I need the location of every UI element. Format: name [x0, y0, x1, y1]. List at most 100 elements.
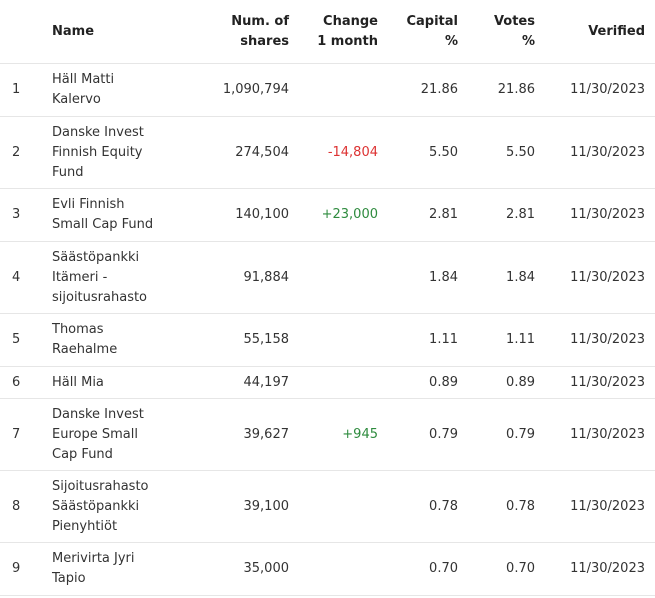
change-cell [289, 63, 378, 117]
rank-cell: 9 [0, 542, 52, 596]
votes-header-line1: Votes [493, 13, 535, 29]
change-cell: +945 [289, 398, 378, 471]
table-header: Name Num. of shares Change 1 month Capit… [0, 0, 655, 64]
table-row: 2 Danske Invest Finnish Equity Fund 274,504-… [0, 116, 655, 189]
change-cell [289, 470, 378, 543]
rank-cell: 2 [0, 116, 52, 189]
capital-cell: 0.78 [378, 470, 458, 543]
votes-cell: 0.89 [458, 366, 535, 399]
name-line: Evli Finnish [52, 197, 125, 212]
change-cell [289, 313, 378, 367]
name-line: Häll Matti [52, 72, 115, 87]
verified-cell: 11/30/2023 [535, 542, 655, 596]
name-line: Säästöpankki [52, 249, 140, 265]
shares-cell: 140,100 [202, 188, 289, 242]
shares-cell: 39,627 [202, 398, 289, 471]
rank-cell: 5 [0, 313, 52, 367]
capital-cell: 0.79 [378, 398, 458, 471]
shares-cell: 55,158 [202, 313, 289, 367]
capital-cell: 21.86 [378, 63, 458, 117]
rank-cell: 8 [0, 470, 52, 543]
name-line: Small Cap Fund [52, 217, 154, 232]
name-line: Raehalme [52, 342, 118, 357]
rank-column-header [0, 0, 52, 64]
rank-cell: 4 [0, 241, 52, 314]
table-row: 8 Sijoitusrahasto Säästöpankki Pienyhtiöt 39… [0, 470, 655, 543]
change-cell [289, 241, 378, 314]
name-cell: Sijoitusrahasto Säästöpankki Pienyhtiöt [52, 470, 202, 543]
table-row: 1 Häll Matti Kalervo 1,090,794 21.86 21.86 11/… [0, 63, 655, 117]
change-cell: +23,000 [289, 188, 378, 242]
name-line: Danske Invest [52, 124, 144, 140]
shares-cell: 91,884 [202, 241, 289, 314]
table-row: 6 Häll Mia 44,197 0.89 0.89 11/30/2023 [0, 366, 655, 399]
verified-cell: 11/30/2023 [535, 398, 655, 471]
verified-cell: 11/30/2023 [535, 116, 655, 189]
votes-cell: 2.81 [458, 188, 535, 242]
name-line: Säästöpankki [52, 498, 140, 514]
table-row: 5 Thomas Raehalme 55,158 1.11 1.11 11/30/2023 [0, 313, 655, 367]
name-cell: Evli Finnish Small Cap Fund [52, 188, 202, 242]
change-column-header[interactable]: Change 1 month [289, 0, 378, 64]
capital-cell: 5.50 [378, 116, 458, 189]
change-header-line2: 1 month [317, 33, 378, 49]
name-cell: Merivirta Jyri Tapio [52, 542, 202, 596]
shares-header-line1: Num. of [231, 13, 289, 29]
name-line: Europe Small [52, 426, 138, 442]
shares-header-line2: shares [240, 33, 289, 49]
capital-cell: 1.11 [378, 313, 458, 367]
votes-cell: 1.11 [458, 313, 535, 367]
capital-header-line2: % [444, 33, 458, 49]
name-line: Kalervo [52, 92, 101, 107]
shares-cell: 35,000 [202, 542, 289, 596]
name-cell: Häll Matti Kalervo [52, 63, 202, 117]
name-line: Finnish Equity [52, 144, 143, 160]
name-line: sijoitusrahasto [52, 289, 148, 305]
name-column-header[interactable]: Name [52, 0, 202, 64]
header-row: Name Num. of shares Change 1 month Capit… [0, 0, 655, 64]
votes-column-header[interactable]: Votes % [458, 0, 535, 64]
name-cell: Häll Mia [52, 366, 202, 399]
name-line: Danske Invest [52, 406, 144, 422]
verified-cell: 11/30/2023 [535, 63, 655, 117]
shares-column-header[interactable]: Num. of shares [202, 0, 289, 64]
verified-cell: 11/30/2023 [535, 188, 655, 242]
capital-header-line1: Capital [406, 13, 458, 29]
change-cell: -14,804 [289, 116, 378, 189]
name-line: Merivirta Jyri [52, 551, 135, 566]
name-line: Fund [52, 164, 84, 180]
name-line: Tapio [52, 571, 86, 586]
shares-cell: 44,197 [202, 366, 289, 399]
name-cell: Säästöpankki Itämeri - sijoitusrahasto [52, 241, 202, 314]
votes-cell: 0.78 [458, 470, 535, 543]
name-line: Häll Mia [52, 374, 104, 390]
name-cell: Thomas Raehalme [52, 313, 202, 367]
name-line: Cap Fund [52, 446, 113, 462]
table-body: 1 Häll Matti Kalervo 1,090,794 21.86 21.86 11/… [0, 63, 655, 596]
table-row: 3 Evli Finnish Small Cap Fund 140,100 +23,00… [0, 188, 655, 242]
rank-cell: 1 [0, 63, 52, 117]
verified-cell: 11/30/2023 [535, 470, 655, 543]
table-row: 7 Danske Invest Europe Small Cap Fund 39,627… [0, 398, 655, 471]
verified-cell: 11/30/2023 [535, 313, 655, 367]
verified-column-header[interactable]: Verified [535, 0, 655, 64]
rank-cell: 7 [0, 398, 52, 471]
verified-cell: 11/30/2023 [535, 241, 655, 314]
change-header-line1: Change [323, 13, 378, 29]
capital-cell: 1.84 [378, 241, 458, 314]
capital-cell: 0.89 [378, 366, 458, 399]
votes-cell: 0.79 [458, 398, 535, 471]
verified-cell: 11/30/2023 [535, 366, 655, 399]
votes-cell: 1.84 [458, 241, 535, 314]
rank-cell: 6 [0, 366, 52, 399]
change-cell [289, 366, 378, 399]
table-row: 9 Merivirta Jyri Tapio 35,000 0.70 0.70 11/30/… [0, 542, 655, 596]
table-row: 4 Säästöpankki Itämeri - sijoitusrahasto 91,… [0, 241, 655, 314]
votes-cell: 0.70 [458, 542, 535, 596]
capital-column-header[interactable]: Capital % [378, 0, 458, 64]
name-line: Sijoitusrahasto [52, 478, 149, 494]
capital-cell: 0.70 [378, 542, 458, 596]
votes-header-line2: % [521, 33, 535, 49]
shares-cell: 1,090,794 [202, 63, 289, 117]
name-line: Pienyhtiöt [52, 518, 118, 534]
